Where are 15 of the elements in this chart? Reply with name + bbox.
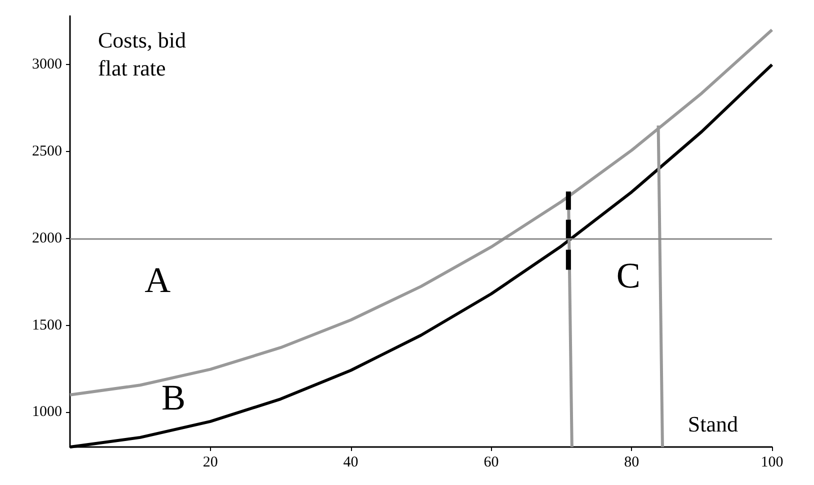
y-tick-label: 3000 [32, 56, 62, 73]
y-tick-label: 2500 [32, 144, 62, 160]
y-tick-label: 2000 [32, 230, 62, 246]
y-tick-label: 1500 [32, 317, 62, 334]
x-tick-label: 60 [484, 454, 499, 470]
x-tick-label: 40 [343, 454, 358, 470]
x-tick-label: 80 [624, 454, 640, 470]
x-tick-label: 20 [202, 454, 218, 470]
x-tick-label: 100 [760, 454, 784, 470]
x-axis-title: Stand [688, 412, 738, 436]
annotation: A [144, 260, 171, 300]
annotation: C [616, 255, 640, 296]
y-axis-title: Costs, bid flat rate [98, 28, 186, 80]
y-tick-label: 1000 [32, 404, 62, 420]
annotation: B [162, 377, 186, 418]
